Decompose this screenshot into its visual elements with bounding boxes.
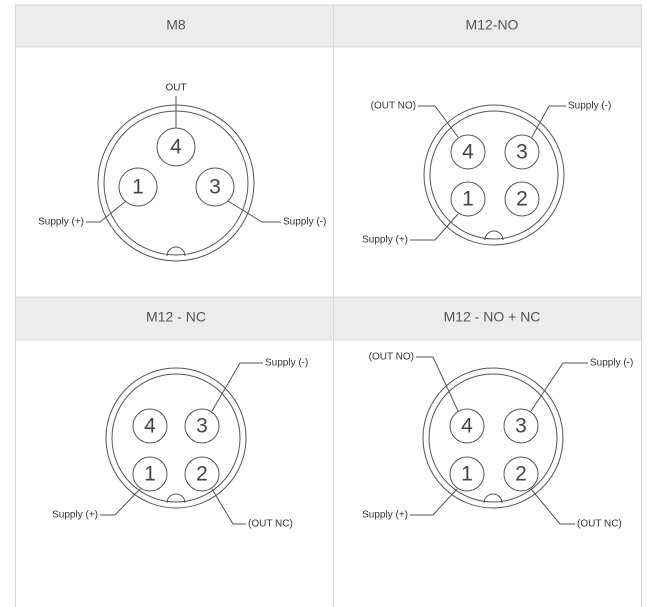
pin-label: Supply (-): [283, 217, 326, 228]
connector-inner: [111, 373, 241, 503]
pin: [504, 134, 540, 170]
pin-label: (OUT NC): [577, 519, 622, 530]
header-row: [15, 5, 642, 47]
pin-number: 4: [461, 415, 473, 438]
pin-label: Supply (+): [362, 235, 408, 246]
pin-label: Supply (-): [265, 358, 308, 369]
pin: [449, 456, 485, 492]
pin-label: OUT: [165, 83, 186, 94]
leader-line: [410, 213, 459, 241]
pin-number: 1: [144, 463, 156, 486]
pin-number: 2: [516, 188, 528, 211]
connector-key: [166, 246, 186, 257]
pin-number: 4: [144, 415, 156, 438]
pin-number: 4: [170, 136, 182, 159]
pin-number: 3: [209, 176, 221, 199]
pin: [449, 408, 485, 444]
pin-number: 4: [462, 141, 474, 164]
pin: [450, 134, 486, 170]
leader-line: [530, 488, 575, 525]
header-row: [15, 297, 642, 340]
leader-line: [227, 200, 281, 223]
pin: [450, 181, 486, 217]
pin-label: (OUT NO): [369, 352, 414, 363]
leader-line: [211, 488, 246, 525]
connector-key: [484, 230, 504, 241]
pin-number: 1: [132, 176, 144, 199]
pin: [503, 408, 539, 444]
pin-label: Supply (+): [38, 217, 84, 228]
panel-title: M12-NO: [466, 17, 519, 33]
leader-line: [86, 200, 127, 223]
connector-inner: [103, 110, 249, 256]
pin-number: 1: [462, 188, 474, 211]
connector-inner: [429, 110, 559, 240]
leader-line: [410, 488, 458, 516]
pin: [132, 456, 168, 492]
pin: [118, 167, 158, 207]
connector-inner: [428, 373, 558, 503]
connector-outer: [105, 367, 247, 509]
pin-label: Supply (-): [590, 358, 633, 369]
connector-outer: [423, 104, 565, 246]
pin-label: Supply (+): [362, 510, 408, 521]
leader-line: [418, 105, 459, 138]
pin-label: (OUT NO): [371, 101, 416, 112]
leader-line: [211, 362, 263, 412]
pin-label: Supply (-): [568, 101, 611, 112]
connector-key: [483, 493, 503, 504]
table-borders: [15, 4, 642, 607]
pin-number: 3: [196, 415, 208, 438]
leader-line: [531, 105, 566, 138]
leader-line: [416, 356, 459, 412]
pin: [195, 167, 235, 207]
leader-line: [530, 362, 588, 412]
pin: [184, 456, 220, 492]
pin: [132, 408, 168, 444]
panel-title: M8: [166, 17, 186, 33]
panel-title: M12 - NO + NC: [444, 309, 541, 325]
pin-number: 3: [516, 141, 528, 164]
leader-line: [100, 488, 141, 516]
pin-label: Supply (+): [52, 510, 98, 521]
pin-number: 2: [515, 463, 527, 486]
connector-key: [166, 493, 186, 504]
pin: [503, 456, 539, 492]
pin: [504, 181, 540, 217]
pin-number: 3: [515, 415, 527, 438]
pin-number: 1: [461, 463, 473, 486]
pin: [184, 408, 220, 444]
pin-number: 2: [196, 463, 208, 486]
panel-title: M12 - NC: [146, 309, 206, 325]
pin-label: (OUT NC): [248, 519, 293, 530]
connector-outer: [422, 367, 564, 509]
